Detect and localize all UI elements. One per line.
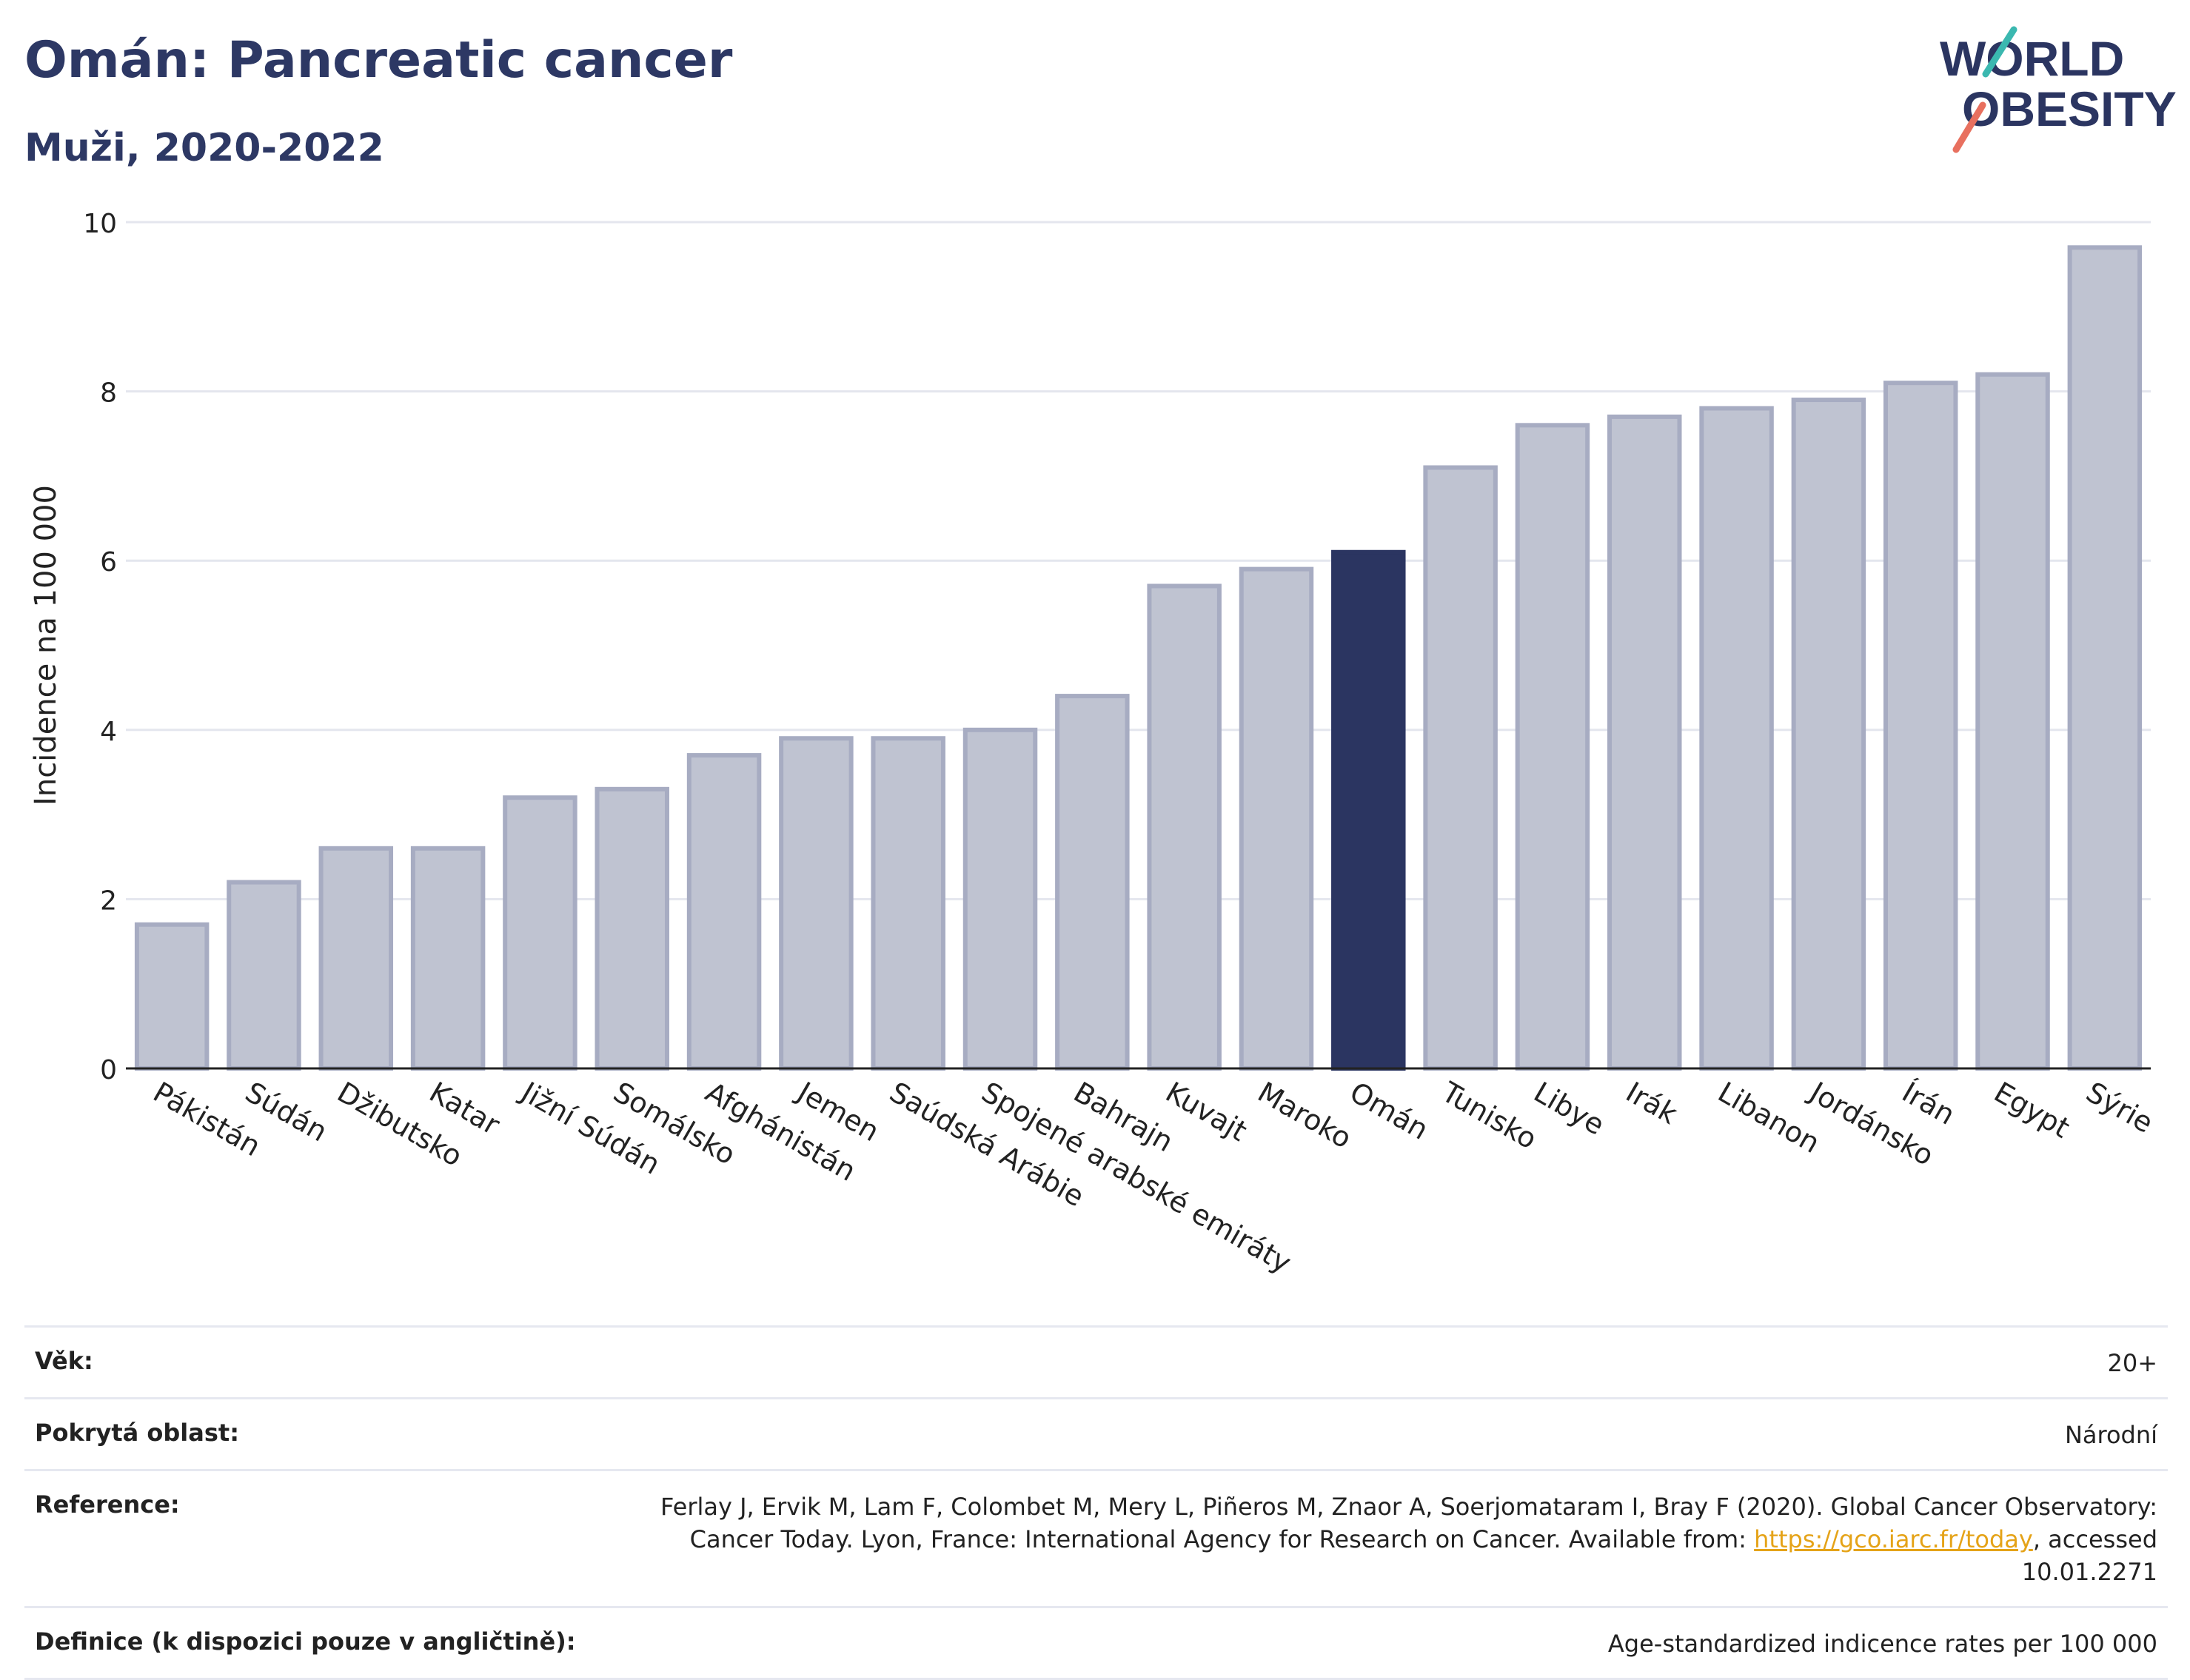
bar bbox=[1423, 465, 1498, 1071]
reference-value: Ferlay J, Ervik M, Lam F, Colombet M, Me… bbox=[603, 1490, 2157, 1588]
y-tick-label: 4 bbox=[100, 717, 117, 747]
chart-subtitle: Muži, 2020-2022 bbox=[24, 126, 384, 170]
bar bbox=[1699, 406, 1774, 1071]
reference-label: Reference: bbox=[35, 1490, 180, 1519]
bar bbox=[410, 846, 486, 1071]
x-tick-label: Maroko bbox=[1252, 1076, 1357, 1155]
bar bbox=[779, 736, 854, 1071]
bar bbox=[318, 846, 394, 1071]
area-value: Národní bbox=[2064, 1421, 2157, 1449]
logo-text-obesity: OBESITY bbox=[1962, 81, 2177, 136]
y-axis-ticks: 0 2 4 6 8 10 bbox=[83, 209, 117, 1085]
y-tick-label: 6 bbox=[100, 547, 117, 578]
world-obesity-logo: WORLD OBESITY bbox=[1940, 26, 2177, 153]
bar bbox=[962, 727, 1038, 1071]
y-tick-label: 8 bbox=[100, 378, 117, 409]
x-tick-label: Omán bbox=[1345, 1076, 1434, 1146]
x-tick-label: Sýrie bbox=[2080, 1076, 2158, 1139]
logo-slash-coral bbox=[1952, 101, 1986, 153]
bar bbox=[595, 786, 669, 1071]
bar bbox=[134, 922, 210, 1071]
age-value: 20+ bbox=[2107, 1349, 2157, 1377]
bar bbox=[227, 880, 301, 1071]
info-row-reference: Reference: Ferlay J, Ervik M, Lam F, Col… bbox=[24, 1469, 2168, 1606]
info-row-definition: Definice (k dispozici pouze v angličtině… bbox=[24, 1606, 2168, 1680]
bar bbox=[1607, 414, 1682, 1071]
x-tick-label: Libye bbox=[1528, 1076, 1610, 1142]
bar bbox=[1883, 381, 1958, 1071]
bar bbox=[2067, 245, 2143, 1071]
x-tick-label: Írán bbox=[1897, 1076, 1960, 1131]
bar bbox=[1515, 423, 1590, 1071]
reference-accessed: , accessed 10.01.2271 bbox=[2021, 1525, 2157, 1586]
y-tick-label: 0 bbox=[100, 1055, 117, 1085]
chart-title: Omán: Pancreatic cancer bbox=[24, 31, 733, 90]
bar bbox=[1239, 566, 1314, 1071]
definition-value: Age-standardized indicence rates per 100… bbox=[1607, 1630, 2157, 1658]
bar bbox=[686, 753, 762, 1071]
bar bbox=[1147, 583, 1222, 1071]
bar bbox=[1975, 372, 2050, 1071]
logo-slash-teal bbox=[1982, 26, 2017, 78]
bar bbox=[1331, 549, 1406, 1071]
bar bbox=[1791, 398, 1866, 1071]
x-tick-label: Egypt bbox=[1989, 1076, 2075, 1145]
bar bbox=[503, 795, 577, 1071]
area-label: Pokrytá oblast: bbox=[35, 1419, 239, 1447]
reference-text: Ferlay J, Ervik M, Lam F, Colombet M, Me… bbox=[660, 1493, 2157, 1553]
x-tick-label: Libanon bbox=[1712, 1076, 1825, 1159]
y-tick-label: 2 bbox=[100, 886, 117, 916]
info-row-age: Věk: 20+ bbox=[24, 1325, 2168, 1397]
logo-text-world: WORLD bbox=[1940, 31, 2124, 86]
info-row-area: Pokrytá oblast: Národní bbox=[24, 1397, 2168, 1469]
y-axis-label: Incidence na 100 000 bbox=[29, 485, 63, 806]
x-tick-label: Irák bbox=[1621, 1076, 1683, 1131]
y-tick-label: 10 bbox=[83, 209, 117, 239]
bar bbox=[1055, 694, 1130, 1071]
bars bbox=[134, 245, 2143, 1071]
info-table: Věk: 20+ Pokrytá oblast: Národní Referen… bbox=[24, 1325, 2168, 1680]
age-label: Věk: bbox=[35, 1347, 93, 1375]
x-tick-label: Tunisko bbox=[1436, 1075, 1542, 1156]
reference-link[interactable]: https://gco.iarc.fr/today bbox=[1754, 1525, 2033, 1553]
bar bbox=[871, 736, 945, 1071]
definition-label: Definice (k dispozici pouze v angličtině… bbox=[35, 1627, 576, 1656]
